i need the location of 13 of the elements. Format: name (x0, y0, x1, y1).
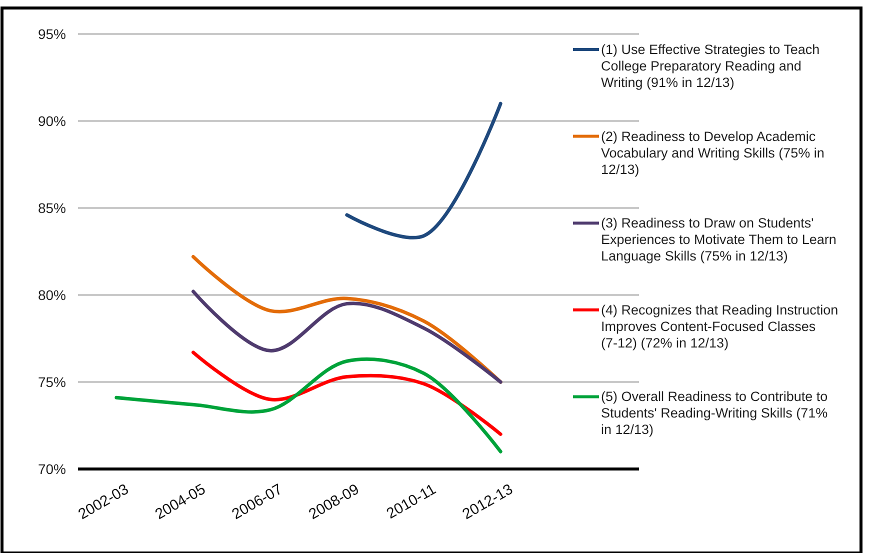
line-series (192, 350, 502, 436)
legend-label: (4) Recognizes that Reading Instruction Improves Content-Focused Classes (7-12) (72% in 12/13) (601, 302, 838, 350)
line-series (192, 290, 502, 384)
legend-label: (2) Readiness to Develop Academic Vocabulary and Writing Skills (75% in 12/13) (601, 128, 824, 177)
y-tick-label: 80% (38, 286, 66, 303)
y-tick-label: 90% (38, 112, 66, 129)
y-tick-label: 95% (38, 26, 66, 42)
legend-label: (3) Readiness to Draw on Students' Experiences to Motivate Them to Learn Language Skills (75% in 12/13) (601, 216, 836, 264)
y-tick-label: 75% (38, 374, 66, 390)
y-tick-label: 70% (38, 460, 66, 477)
y-tick-label: 85% (38, 200, 66, 216)
legend-label: (5) Overall Readiness to Contribute to Students' Reading-Writing Skills (71% in 12/13) (601, 389, 828, 438)
legend-label: (1) Use Effective Strategies to Teach College Preparatory Reading and Writing (91% in 12/13) (601, 42, 820, 90)
